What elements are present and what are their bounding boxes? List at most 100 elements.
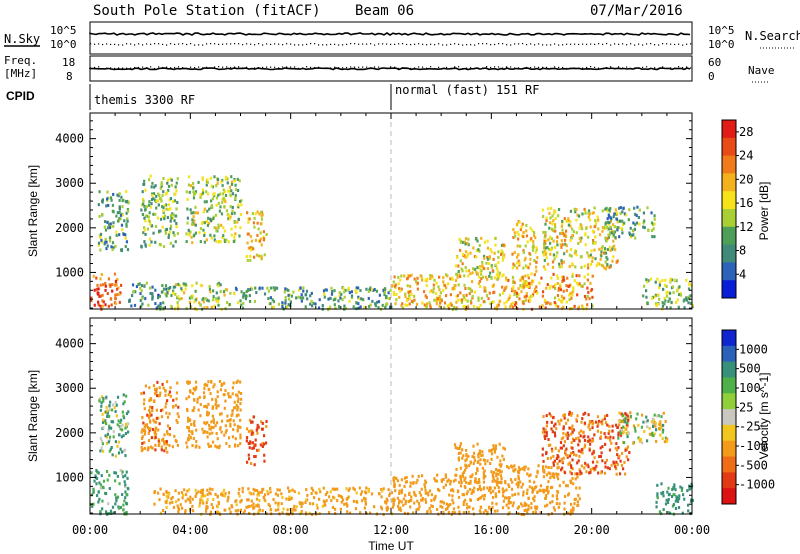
echo-cell [520, 485, 523, 489]
echo-cell [665, 498, 668, 502]
echo-cell [114, 301, 117, 305]
echo-cell [254, 238, 257, 242]
nsky-trace [89, 32, 691, 36]
echo-cell [406, 303, 409, 307]
echo-cell [546, 456, 550, 460]
echo-cell [132, 290, 135, 294]
echo-cell [435, 292, 438, 296]
echo-cell [154, 302, 157, 306]
echo-cell [287, 288, 290, 292]
echo-cell [213, 383, 216, 387]
echo-cell [607, 431, 610, 435]
echo-cell [155, 387, 158, 391]
echo-cell [257, 227, 260, 231]
echo-cell [400, 491, 403, 495]
echo-cell [665, 294, 669, 298]
echo-cell [597, 227, 600, 231]
echo-cell [187, 437, 190, 441]
echo-cell [161, 194, 164, 198]
echo-cell [262, 434, 266, 438]
echo-cell [494, 444, 497, 448]
echo-cell [524, 256, 527, 260]
echo-cell [146, 413, 149, 417]
echo-cell [191, 504, 194, 508]
echo-cell [265, 420, 268, 424]
echo-cell [551, 214, 554, 218]
echo-cell [151, 295, 154, 299]
echo-cell [490, 250, 493, 254]
echo-cell [491, 269, 495, 273]
echo-cell [564, 242, 567, 246]
echo-cell [258, 212, 261, 216]
nsearch-point [234, 43, 236, 45]
echo-cell [115, 233, 118, 237]
echo-cell [639, 438, 642, 442]
echo-cell [494, 276, 497, 280]
echo-cell [166, 430, 169, 434]
echo-cell [274, 286, 277, 290]
echo-cell [661, 278, 664, 282]
echo-cell [526, 472, 529, 476]
echo-cell [543, 258, 546, 262]
echo-cell [155, 426, 158, 430]
echo-cell [533, 480, 536, 484]
echo-cell [645, 278, 648, 282]
echo-cell [410, 273, 413, 277]
nave-point [606, 67, 608, 69]
echo-cell [239, 380, 242, 384]
echo-cell [476, 497, 480, 501]
echo-cell [90, 471, 93, 475]
echo-cell [479, 285, 482, 289]
echo-cell [497, 303, 500, 307]
echo-cell [559, 283, 562, 287]
echo-cell [582, 412, 585, 416]
echo-cell [549, 284, 552, 288]
echo-cell [681, 486, 684, 490]
echo-cell [162, 301, 165, 305]
echo-cell [678, 285, 681, 289]
echo-cell [583, 434, 586, 438]
echo-cell [604, 260, 607, 264]
nsearch-point [538, 43, 540, 45]
echo-cell [585, 463, 588, 467]
echo-cell [653, 214, 656, 218]
echo-cell [606, 263, 609, 267]
echo-cell [582, 306, 585, 310]
echo-cell [393, 483, 396, 487]
echo-cell [482, 480, 486, 484]
colorbar-swatch [722, 244, 736, 263]
echo-cell [292, 507, 295, 511]
echo-cell [640, 441, 644, 445]
echo-cell [248, 418, 252, 422]
echo-cell [545, 450, 548, 454]
echo-cell [553, 300, 556, 304]
echo-cell [675, 497, 679, 501]
echo-cell [544, 230, 547, 234]
echo-cell [225, 175, 228, 179]
echo-cell [589, 253, 593, 257]
echo-cell [632, 221, 635, 225]
echo-cell [261, 509, 264, 513]
echo-cell [587, 425, 590, 429]
echo-cell [413, 492, 416, 496]
echo-cell [462, 454, 465, 458]
echo-cell [533, 231, 536, 235]
nave-point [510, 66, 512, 68]
echo-cell [553, 459, 556, 463]
echo-cell [597, 422, 600, 426]
echo-cell [191, 497, 194, 501]
echo-cell [167, 208, 170, 212]
echo-cell [591, 422, 594, 426]
echo-cell [165, 294, 168, 298]
nsearch-point [622, 43, 624, 45]
echo-cell [114, 493, 117, 497]
echo-cell [248, 504, 251, 508]
echo-cell [223, 488, 226, 492]
echo-cell [528, 262, 532, 266]
echo-cell [176, 420, 179, 424]
echo-cell [541, 467, 545, 471]
echo-cell [496, 477, 499, 481]
echo-cell [542, 214, 545, 218]
echo-cell [573, 502, 576, 506]
echo-cell [217, 225, 220, 229]
